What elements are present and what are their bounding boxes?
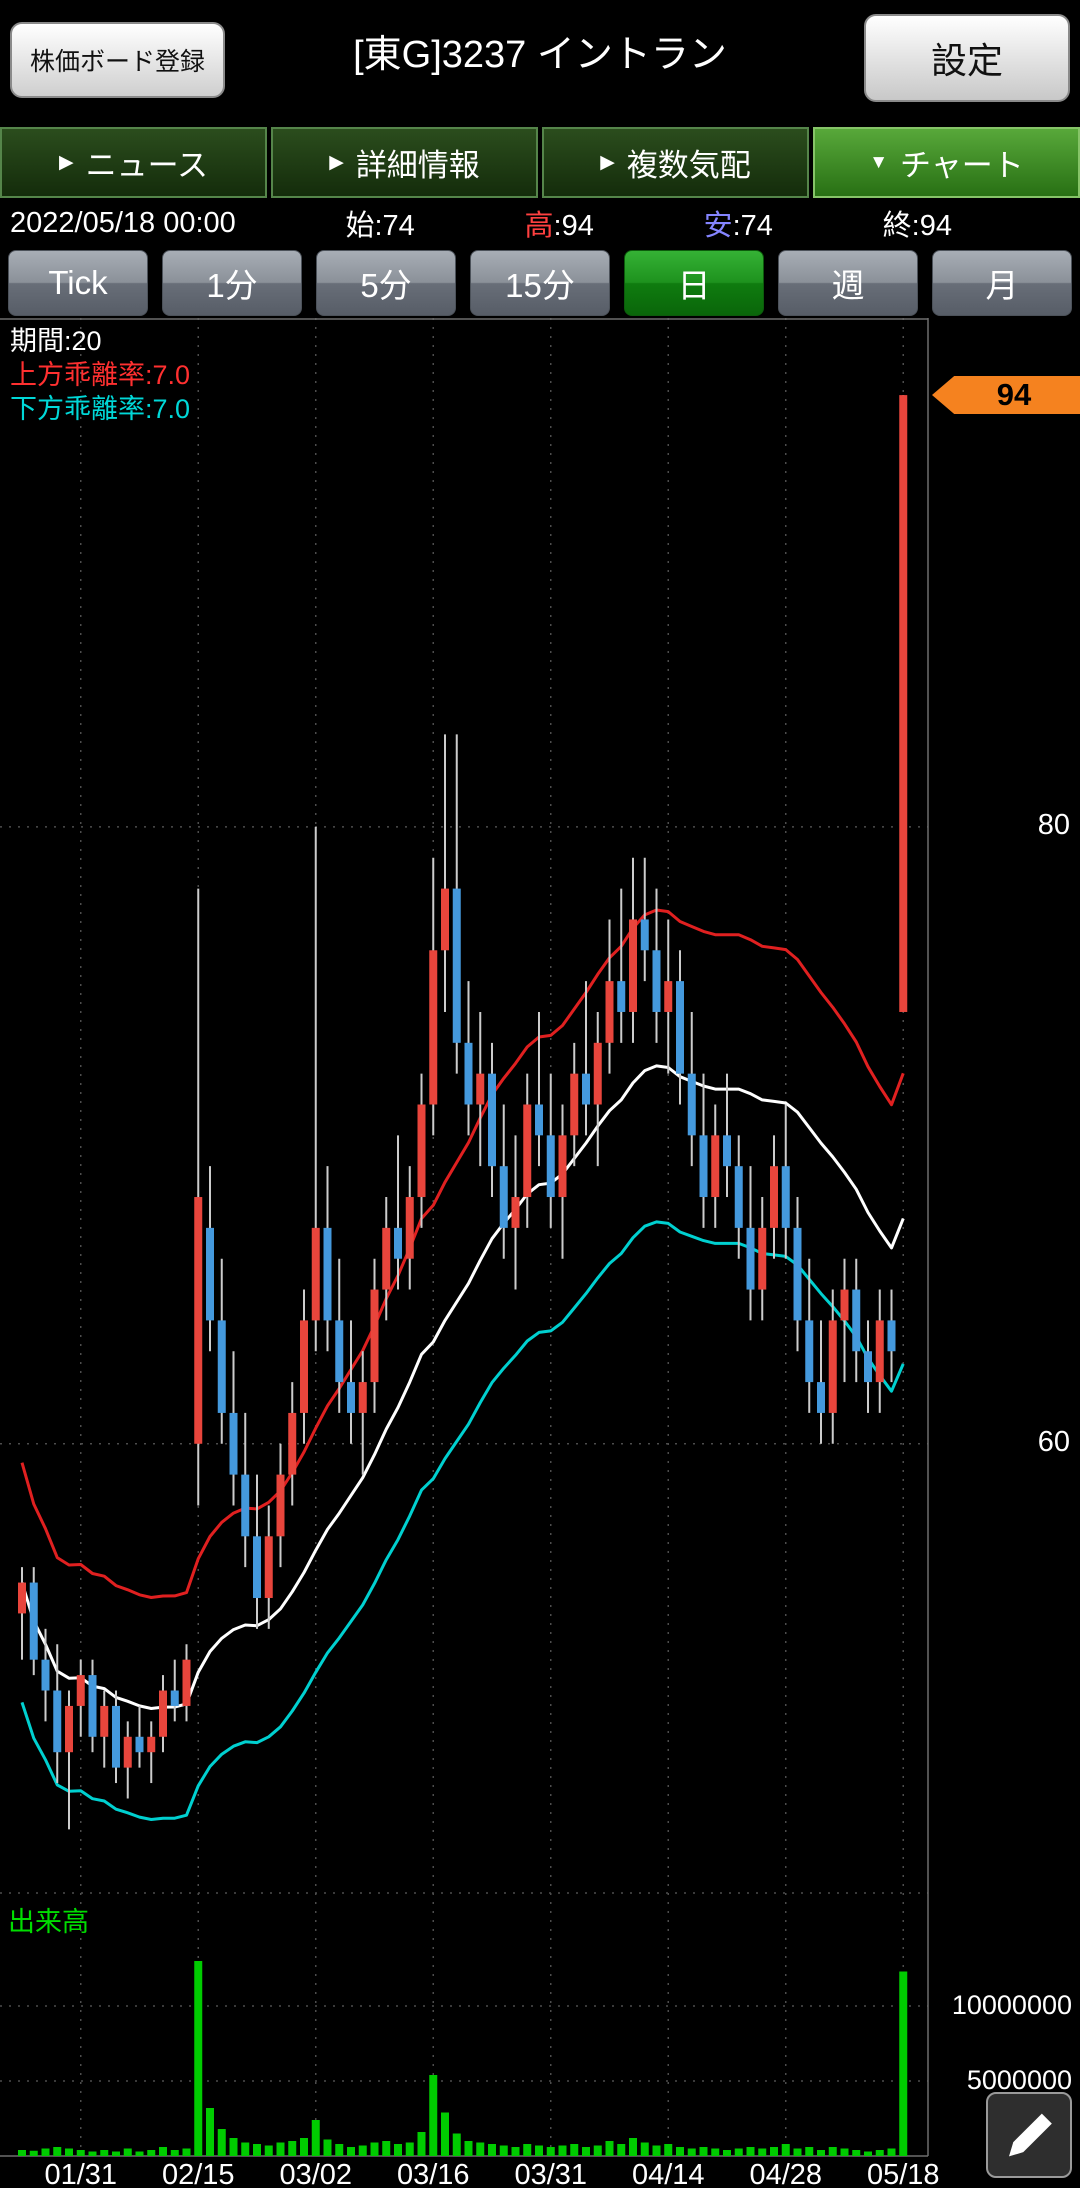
play-arrow-icon: ▶: [600, 152, 615, 173]
board-register-button[interactable]: 株価ボード登録: [10, 22, 226, 98]
timeframe-weekly-button[interactable]: 週: [778, 250, 918, 316]
tab-multi-quotes[interactable]: ▶ 複数気配: [542, 127, 809, 198]
volume-axis-label: 5000000: [966, 2065, 1072, 2095]
settings-button[interactable]: 設定: [864, 14, 1070, 102]
x-axis-label: 04/14: [631, 2159, 705, 2188]
last-price-tag: 94: [932, 376, 1080, 414]
timeframe-monthly-button[interactable]: 月: [932, 250, 1072, 316]
page-title: [東G]3237 イントラン: [353, 34, 727, 76]
volume-axis-label: 10000000: [951, 1990, 1072, 2020]
timeframe-5min-button[interactable]: 5分: [316, 250, 456, 316]
price-axis-label: 60: [1037, 1426, 1070, 1458]
draw-tool-button[interactable]: [986, 2092, 1072, 2178]
quote-close: 終:94: [882, 210, 952, 242]
play-arrow-icon: ▶: [329, 152, 344, 173]
chevron-down-icon: ▼: [869, 151, 889, 173]
quote-high: 高:94: [524, 210, 594, 242]
volume-pane-label: 出来高: [8, 1907, 89, 1937]
play-arrow-icon: ▶: [58, 152, 74, 173]
x-axis-label: 03/02: [279, 2159, 353, 2188]
x-axis-label: 05/18: [866, 2159, 940, 2188]
tab-label: ニュース: [85, 148, 209, 183]
quote-low: 安:74: [703, 210, 773, 242]
indicator-legend: 期間:20 上方乖離率:7.0 下方乖離率:7.0: [10, 324, 190, 426]
tab-label: チャート: [900, 148, 1024, 183]
candlestick-chart-svg[interactable]: [0, 318, 1080, 2188]
tab-detail-info[interactable]: ▶ 詳細情報: [271, 127, 538, 198]
quote-open: 始:74: [345, 210, 415, 242]
pencil-icon: [1009, 2113, 1052, 2157]
timeframe-bar: Tick 1分 5分 15分 日 週 月: [0, 250, 1080, 316]
ohlc-info-bar: 2022/05/18 00:00 始:74 高:94 安:74 終:94: [0, 200, 1080, 246]
legend-upper-envelope: 上方乖離率:7.0: [10, 360, 191, 390]
x-axis-label: 03/31: [514, 2159, 588, 2188]
x-axis-label: 04/28: [749, 2159, 823, 2188]
timeframe-1min-button[interactable]: 1分: [162, 250, 302, 316]
price-axis-label: 80: [1037, 809, 1070, 841]
tab-label: 複数気配: [626, 148, 751, 183]
tab-bar: ▶ ニュース ▶ 詳細情報 ▶ 複数気配 ▼ チャート: [0, 127, 1080, 198]
chart-area[interactable]: 期間:20 上方乖離率:7.0 下方乖離率:7.0 94 80 60 出来高 1…: [0, 318, 1080, 2188]
tab-chart[interactable]: ▼ チャート: [813, 127, 1080, 198]
timeframe-daily-button[interactable]: 日: [624, 250, 764, 316]
x-axis-label: 01/31: [44, 2159, 118, 2188]
legend-lower-envelope: 下方乖離率:7.0: [10, 394, 191, 424]
timeframe-15min-button[interactable]: 15分: [470, 250, 610, 316]
x-axis-label: 02/15: [161, 2159, 235, 2188]
legend-period: 期間:20: [10, 326, 102, 356]
tab-news[interactable]: ▶ ニュース: [0, 127, 267, 198]
header-bar: 株価ボード登録 [東G]3237 イントラン 設定: [0, 0, 1080, 127]
timeframe-tick-button[interactable]: Tick: [8, 250, 148, 316]
quote-datetime: 2022/05/18 00:00: [10, 206, 236, 239]
tab-label: 詳細情報: [355, 148, 480, 183]
x-axis-label: 03/16: [396, 2159, 470, 2188]
